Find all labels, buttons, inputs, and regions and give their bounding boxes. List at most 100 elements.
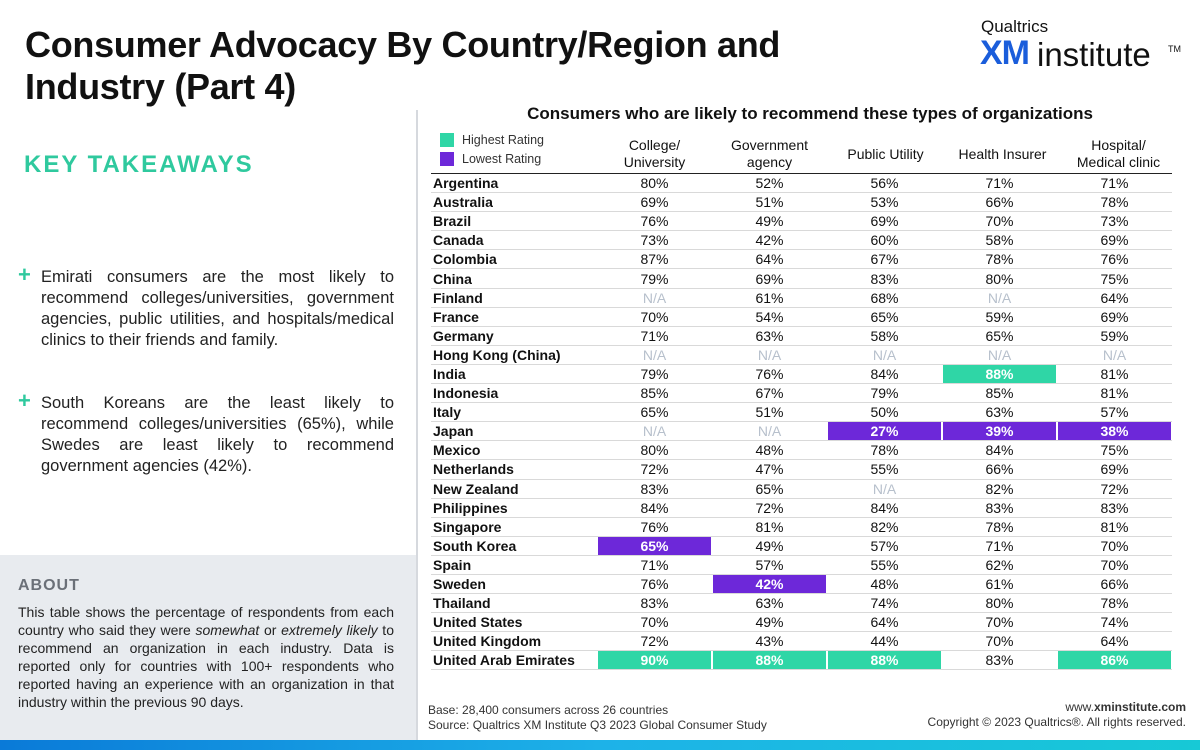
table-cell: 62% (942, 555, 1057, 575)
footer-site[interactable]: www.xminstitute.com (928, 700, 1186, 715)
cell-value: 63% (985, 404, 1014, 421)
table-cell: 80% (942, 593, 1057, 614)
cell-value: 42% (755, 232, 784, 249)
cell-value: 69% (755, 270, 784, 287)
table-cell: 81% (1057, 517, 1172, 537)
cell-value: 85% (640, 385, 669, 402)
country-label: Canada (431, 230, 597, 251)
logo-tm: TM (1168, 44, 1181, 54)
table-cell: 71% (597, 555, 712, 575)
cell-value: 65% (870, 308, 899, 325)
logo-xm: XM (980, 34, 1030, 72)
cell-value: 66% (1100, 576, 1129, 593)
footer-base: Base: 28,400 consumers across 26 countri… (428, 703, 669, 717)
cell-value: N/A (642, 346, 667, 363)
xm-institute-logo: Qualtrics XM institute TM (980, 17, 1181, 77)
table-row: Japan N/A N/A 27% 39% 38% (431, 421, 1172, 442)
table-row: Sweden 76% 42% 48% 61% 66% (431, 574, 1172, 595)
table-cell: 85% (597, 383, 712, 404)
table-cell: 78% (827, 440, 942, 461)
table-row: Brazil 76% 49% 69% 70% 73% (431, 211, 1172, 232)
table-cell: 55% (827, 459, 942, 480)
table-cell: 60% (827, 230, 942, 251)
table-cell: 81% (1057, 383, 1172, 404)
country-label: Mexico (431, 440, 597, 461)
table-cell: 83% (827, 268, 942, 289)
table-cell: 75% (1057, 440, 1172, 461)
country-label: Netherlands (431, 459, 597, 480)
table-cell: 70% (942, 631, 1057, 652)
table-cell: 76% (597, 574, 712, 595)
cell-value: 83% (985, 499, 1014, 516)
table-cell: 47% (712, 459, 827, 480)
table-row: United Arab Emirates 90% 88% 88% 83% 86% (431, 650, 1172, 671)
cell-value: 71% (640, 327, 669, 344)
cell-value: N/A (987, 346, 1012, 363)
table-row: Indonesia 85% 67% 79% 85% 81% (431, 383, 1172, 404)
country-label: United Arab Emirates (431, 650, 597, 671)
cell-value: N/A (642, 289, 667, 306)
table-cell: 64% (712, 249, 827, 270)
cell-value: 61% (985, 576, 1014, 593)
table-title: Consumers who are likely to recommend th… (527, 104, 1093, 123)
cell-value: 82% (870, 518, 899, 535)
table-cell: 84% (827, 498, 942, 518)
table-cell: 64% (1057, 631, 1172, 652)
table-cell: 76% (1057, 249, 1172, 270)
table-cell: 70% (597, 612, 712, 633)
table-cell: 65% (597, 536, 712, 556)
about-emphasis: somewhat (195, 622, 260, 638)
cell-value: N/A (757, 423, 782, 440)
table-cell: 90% (597, 650, 712, 671)
about-heading: ABOUT (18, 577, 80, 594)
table-cell: 63% (712, 593, 827, 614)
cell-value: 69% (640, 194, 669, 211)
legend-label: Highest Rating (462, 132, 544, 147)
about-text-part: to recommend an organization in each ind… (18, 622, 394, 710)
cell-value: 43% (755, 633, 784, 650)
cell-value: 90% (598, 651, 711, 670)
cell-value: 69% (1100, 232, 1129, 249)
cell-value: 76% (1100, 251, 1129, 268)
table-cell: 74% (827, 593, 942, 614)
cell-value: 50% (870, 404, 899, 421)
cell-value: 27% (828, 422, 941, 441)
cell-value: 78% (985, 518, 1014, 535)
cell-value: 78% (985, 251, 1014, 268)
table-cell: 65% (942, 326, 1057, 346)
country-label: Indonesia (431, 383, 597, 404)
footer-left: Base: 28,400 consumers across 26 countri… (428, 703, 767, 733)
table-cell: 70% (597, 307, 712, 327)
table-cell: 38% (1057, 421, 1172, 442)
footer-source: Source: Qualtrics XM Institute Q3 2023 G… (428, 718, 767, 732)
logo-company: Qualtrics (981, 17, 1049, 36)
footer-right: www.xminstitute.com Copyright © 2023 Qua… (928, 700, 1186, 730)
table-cell: 51% (712, 402, 827, 423)
table-cell: 69% (827, 211, 942, 232)
table-cell: 65% (597, 402, 712, 423)
table-cell: 58% (942, 230, 1057, 251)
table-cell: 74% (1057, 612, 1172, 633)
cell-value: 78% (870, 442, 899, 459)
cell-value: 84% (985, 442, 1014, 459)
about-text-part: or (259, 622, 282, 638)
table-cell: 42% (712, 230, 827, 251)
footer-copyright: Copyright © 2023 Qualtrics®. All rights … (927, 715, 1186, 729)
table-cell: 80% (597, 440, 712, 461)
country-label: France (431, 307, 597, 327)
site-prefix: www. (1065, 700, 1094, 714)
table-cell: 88% (827, 650, 942, 671)
data-table: Argentina 80% 52% 56% 71% 71% Australia 69% 51% 5… (431, 172, 1172, 671)
country-label: South Korea (431, 536, 597, 556)
logo-institute: institute (1037, 36, 1151, 73)
table-cell: 81% (712, 517, 827, 537)
cell-value: 72% (1100, 480, 1129, 497)
cell-value: 42% (713, 575, 826, 594)
cell-value: 76% (640, 518, 669, 535)
cell-value: 82% (985, 480, 1014, 497)
cell-value: 53% (870, 194, 899, 211)
country-label: Brazil (431, 211, 597, 232)
table-cell: 57% (827, 536, 942, 556)
table-cell: 84% (597, 498, 712, 518)
cell-value: 65% (640, 404, 669, 421)
